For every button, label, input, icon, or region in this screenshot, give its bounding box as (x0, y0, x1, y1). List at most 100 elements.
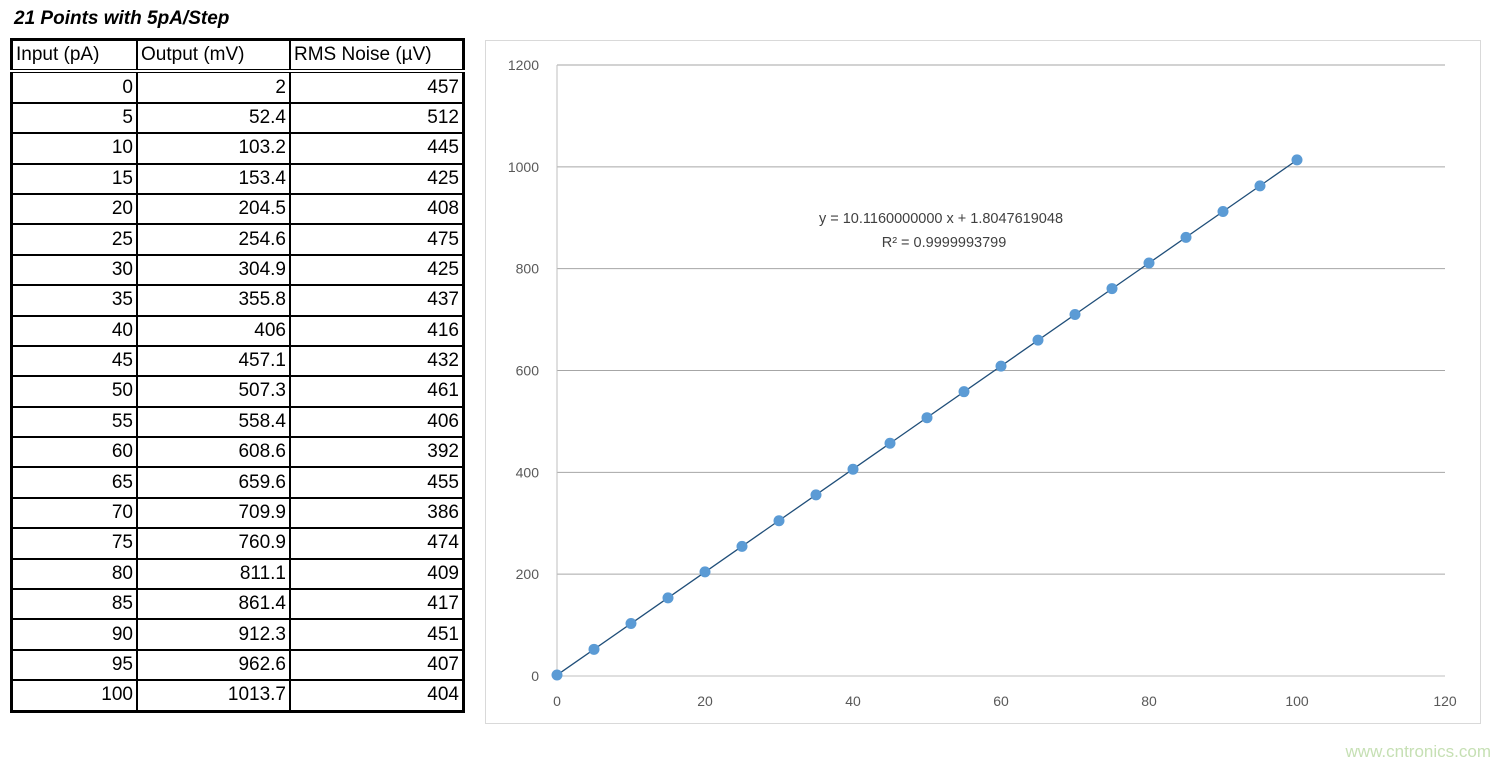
table-cell: 304.9 (136, 253, 291, 287)
table-cell: 100 (10, 679, 138, 713)
table-cell: 355.8 (136, 284, 291, 317)
table-cell: 10 (10, 132, 138, 165)
table-cell: 457 (289, 70, 465, 104)
table-row: 30 304.9 425 (10, 253, 465, 287)
data-point (921, 412, 933, 424)
table-cell: 5 (10, 101, 138, 135)
data-point (1143, 257, 1155, 269)
table-cell: 861.4 (136, 588, 291, 621)
table-cell: 65 (10, 466, 138, 499)
table-cell: 15 (10, 162, 138, 195)
data-point (551, 669, 563, 681)
table-cell: 70 (10, 496, 138, 530)
table-cell: 608.6 (136, 436, 291, 469)
table-cell: 437 (289, 284, 465, 317)
table-cell: 103.2 (136, 132, 291, 165)
table-cell: 451 (289, 618, 465, 651)
x-tick-label: 80 (1141, 693, 1157, 709)
table-row: 65 659.6 455 (10, 466, 465, 499)
table-row: 15 153.4 425 (10, 162, 465, 195)
data-point (625, 617, 637, 629)
table-cell: 461 (289, 375, 465, 408)
x-tick-label: 120 (1433, 693, 1457, 709)
table-cell: 25 (10, 223, 138, 256)
table-cell: 95 (10, 648, 138, 682)
x-tick-label: 100 (1285, 693, 1309, 709)
table-cell: 90 (10, 618, 138, 651)
table-row: 80 811.1 409 (10, 557, 465, 591)
table-cell: 659.6 (136, 466, 291, 499)
table-cell: 445 (289, 132, 465, 165)
y-tick-label: 600 (516, 363, 540, 379)
table-cell: 406 (289, 405, 465, 439)
y-tick-label: 0 (531, 668, 539, 684)
table-cell: 709.9 (136, 496, 291, 530)
table-row: 70 709.9 386 (10, 496, 465, 530)
data-point (884, 437, 896, 449)
data-point (736, 540, 748, 552)
table-cell: 2 (136, 70, 291, 104)
data-point (1106, 283, 1118, 295)
table-cell: 30 (10, 253, 138, 287)
chart-svg: 0 200 400 600 800 1000 1200 0 20 40 60 80 100 120 y = … (508, 57, 1457, 709)
table-cell: 811.1 (136, 557, 291, 591)
table-row: 50 507.3 461 (10, 375, 465, 408)
data-point (699, 566, 711, 578)
table-cell: 60 (10, 436, 138, 469)
table-cell: 45 (10, 344, 138, 378)
table-cell: 50 (10, 375, 138, 408)
table-cell: 512 (289, 101, 465, 135)
table-row: 60 608.6 392 (10, 436, 465, 469)
table-cell: 153.4 (136, 162, 291, 195)
table-cell: 417 (289, 588, 465, 621)
table-cell: 457.1 (136, 344, 291, 378)
data-point (1254, 180, 1266, 192)
table-cell: 0 (10, 70, 138, 104)
data-point (1291, 154, 1303, 166)
table-cell: 425 (289, 162, 465, 195)
y-tick-label: 200 (516, 566, 540, 582)
table-row: 20 204.5 408 (10, 192, 465, 226)
table-cell: 474 (289, 527, 465, 560)
data-point (773, 515, 785, 527)
table-cell: 408 (289, 192, 465, 226)
data-point (1217, 205, 1229, 217)
table-cell: 55 (10, 405, 138, 439)
table-cell: 20 (10, 192, 138, 226)
col-header-output: Output (mV) (136, 38, 291, 74)
table-cell: 406 (136, 314, 291, 347)
table-cell: 760.9 (136, 527, 291, 560)
table-cell: 912.3 (136, 618, 291, 651)
table-cell: 404 (289, 679, 465, 713)
table-cell: 475 (289, 223, 465, 256)
x-tick-label: 0 (553, 693, 561, 709)
data-point (810, 489, 822, 501)
scatter-chart: 0 200 400 600 800 1000 1200 0 20 40 60 80 100 120 y = … (485, 40, 1481, 724)
table-cell: 432 (289, 344, 465, 378)
table-row: 45 457.1 432 (10, 344, 465, 378)
table-cell: 35 (10, 284, 138, 317)
table-cell: 204.5 (136, 192, 291, 226)
trendline-r2: R² = 0.9999993799 (882, 235, 1007, 251)
trendline-equation: y = 10.1160000000 x + 1.8047619048 (819, 211, 1063, 227)
table-row: 10 103.2 445 (10, 132, 465, 165)
x-tick-label: 20 (697, 693, 713, 709)
table-row: 55 558.4 406 (10, 405, 465, 439)
data-point (958, 386, 970, 398)
table-row: 85 861.4 417 (10, 588, 465, 621)
watermark: www.cntronics.com (1345, 742, 1491, 761)
table-cell: 85 (10, 588, 138, 621)
table-cell: 416 (289, 314, 465, 347)
table-row: 95 962.6 407 (10, 648, 465, 682)
table-row: 75 760.9 474 (10, 527, 465, 560)
x-tick-label: 60 (993, 693, 1009, 709)
table-cell: 254.6 (136, 223, 291, 256)
table-cell: 409 (289, 557, 465, 591)
table-cell: 407 (289, 648, 465, 682)
table-cell: 425 (289, 253, 465, 287)
data-point (847, 463, 859, 475)
data-point (995, 360, 1007, 372)
table-row: 90 912.3 451 (10, 618, 465, 651)
table-row: 40 406 416 (10, 314, 465, 347)
table-cell: 558.4 (136, 405, 291, 439)
